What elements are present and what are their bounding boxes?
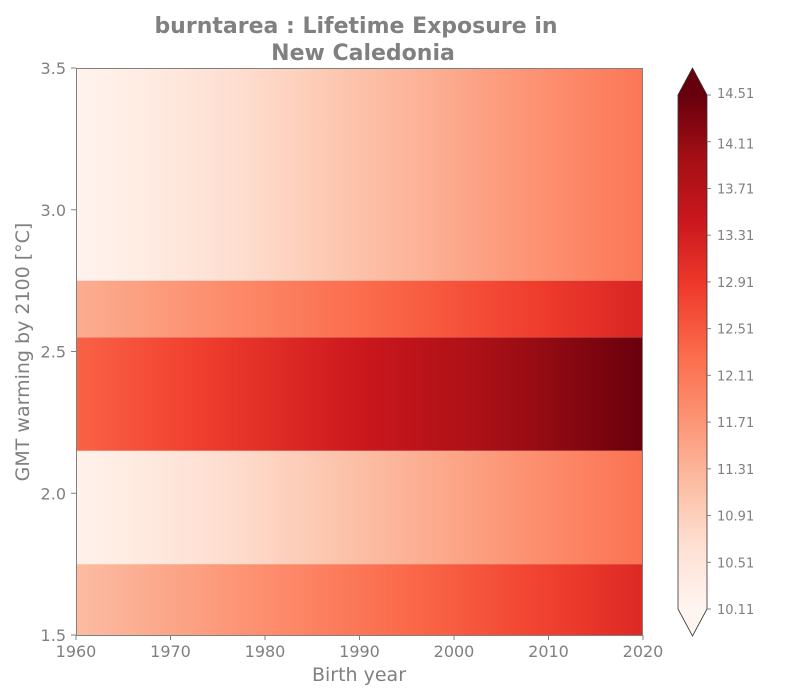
colorbar-tick-label: 10.91	[717, 510, 754, 525]
y-tick-label: 3.5	[41, 59, 66, 78]
heatmap-band	[76, 280, 643, 338]
y-tick-label: 2.0	[41, 484, 66, 503]
colorbar-tick-label: 12.91	[717, 276, 754, 291]
colorbar-tick-label: 11.31	[717, 463, 754, 478]
colorbar-tick-label: 13.31	[717, 229, 754, 244]
y-axis-label: GMT warming by 2100 [°C]	[12, 223, 34, 482]
x-tick-label: 1990	[339, 642, 380, 661]
colorbar-tick-label: 12.11	[717, 369, 754, 384]
chart-title-line-1: burntarea : Lifetime Exposure in	[154, 14, 557, 39]
chart-title-line-2: New Caledonia	[271, 41, 455, 66]
heatmap-band	[76, 564, 643, 635]
colorbar-tick-label: 11.71	[717, 416, 754, 431]
colorbar-tick-label: 14.51	[717, 87, 754, 102]
heatmap-band	[76, 337, 643, 451]
y-tick-label: 3.0	[41, 201, 66, 220]
x-axis-label: Birth year	[312, 664, 406, 686]
heatmap-bands	[76, 68, 643, 635]
colorbar-gradient	[678, 95, 707, 609]
x-tick-label: 1980	[245, 642, 286, 661]
colorbar-extend-min	[678, 609, 707, 636]
x-tick-label: 2020	[623, 642, 664, 661]
colorbar-tick-label: 14.11	[717, 138, 754, 153]
colorbar-tick-label: 12.51	[717, 323, 754, 338]
x-tick-label: 2000	[434, 642, 475, 661]
heatmap-band	[76, 68, 643, 281]
colorbar-tick-label: 10.51	[717, 556, 754, 571]
colorbar: 10.11 10.51 10.91 11.31 11.71 12.11 12.51 12.91…	[677, 67, 754, 637]
heatmap-band	[76, 450, 643, 565]
x-tick-label: 1960	[56, 642, 97, 661]
colorbar-tick-label: 10.11	[717, 603, 754, 618]
colorbar-tick-label: 13.71	[717, 182, 754, 197]
x-tick-label: 1970	[150, 642, 191, 661]
y-tick-label: 1.5	[41, 626, 66, 645]
x-tick-label: 2010	[528, 642, 569, 661]
x-axis-ticks: 1960 1970 1980 1990 2000 2010 2020	[56, 635, 664, 661]
y-axis-ticks: 1.5 2.0 2.5 3.0 3.5	[41, 59, 76, 645]
colorbar-extend-max	[678, 68, 707, 95]
y-tick-label: 2.5	[41, 343, 66, 362]
